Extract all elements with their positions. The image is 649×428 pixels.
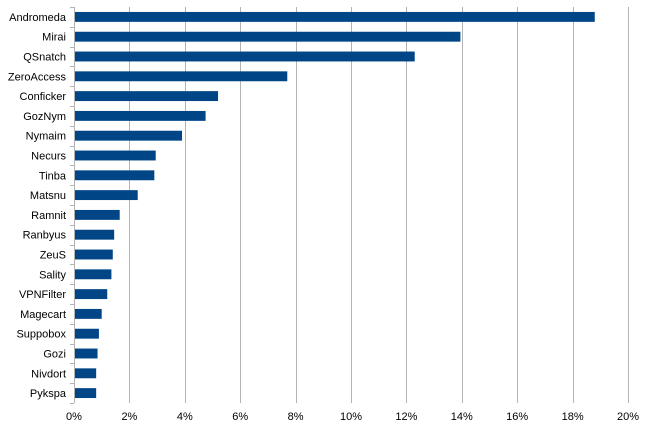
bar-magecart <box>75 308 102 319</box>
category-label: Pykspa <box>30 388 67 400</box>
category-label: Conficker <box>20 91 67 103</box>
category-label: Nymaim <box>26 131 66 143</box>
bar-vpnfilter <box>75 289 108 300</box>
category-label: Ramnit <box>31 210 66 222</box>
bar-andromeda <box>75 11 595 22</box>
category-label: GozNym <box>23 111 66 123</box>
bar-nymaim <box>75 130 183 141</box>
category-label: VPNFilter <box>19 289 66 301</box>
bar-suppobox <box>75 328 99 339</box>
bar-qsnatch <box>75 51 415 62</box>
bar-conficker <box>75 91 219 102</box>
category-label: Necurs <box>31 151 66 163</box>
category-label: ZeuS <box>40 250 66 262</box>
category-label: Matsnu <box>30 190 66 202</box>
bar-mirai <box>75 31 461 42</box>
category-label: Andromeda <box>9 12 67 24</box>
bar-nivdort <box>75 368 97 379</box>
x-tick-label: 2% <box>121 411 137 423</box>
x-tick-label: 10% <box>340 411 362 423</box>
category-labels: Andromeda Mirai QSnatch ZeroAccess Conficker… <box>8 12 67 400</box>
x-tick-label: 6% <box>232 411 248 423</box>
bar-zeus <box>75 249 113 260</box>
bar-ramnit <box>75 209 120 220</box>
category-label: Gozi <box>43 349 66 361</box>
bar-zeroaccess <box>75 71 288 82</box>
grid-lines <box>70 7 629 404</box>
x-tick-label: 8% <box>288 411 304 423</box>
bar-ranbyus <box>75 229 115 240</box>
category-label: ZeroAccess <box>8 71 67 83</box>
category-label: Nivdort <box>31 368 66 380</box>
bar-matsnu <box>75 190 138 201</box>
category-label: Tinba <box>39 170 67 182</box>
bar-goznym <box>75 110 206 121</box>
category-label: Mirai <box>42 32 66 44</box>
category-label: Magecart <box>20 309 66 321</box>
x-tick-labels: 0% 2% 4% 6% 8% 10% 12% 14% 16% 18% 20% <box>66 411 639 423</box>
category-label: Ranbyus <box>23 230 67 242</box>
x-tick-label: 12% <box>395 411 417 423</box>
x-tick-label: 0% <box>66 411 82 423</box>
x-tick-label: 16% <box>506 411 528 423</box>
x-tick-label: 20% <box>617 411 639 423</box>
x-tick-label: 4% <box>177 411 193 423</box>
bar-necurs <box>75 150 156 161</box>
x-tick-label: 14% <box>451 411 473 423</box>
category-label: Sality <box>39 269 66 281</box>
bar-tinba <box>75 170 155 181</box>
bar-sality <box>75 269 112 280</box>
bar-gozi <box>75 348 98 359</box>
x-tick-label: 18% <box>562 411 584 423</box>
category-label: QSnatch <box>23 52 66 64</box>
bar-pykspa <box>75 388 97 399</box>
bar-series <box>75 11 595 399</box>
category-label: Suppobox <box>16 329 66 341</box>
